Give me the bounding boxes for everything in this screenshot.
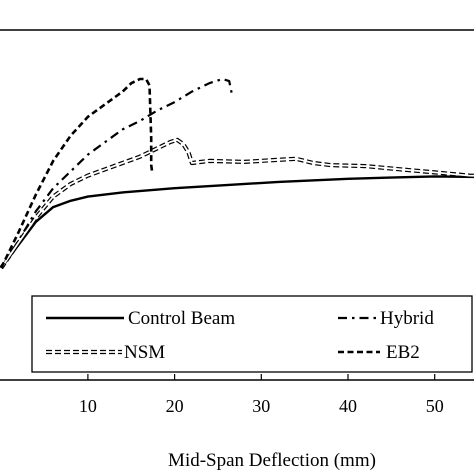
- series-line-outline: [0, 137, 474, 270]
- plot-frame: [0, 29, 474, 381]
- legend-item-hybrid: Hybrid: [338, 308, 434, 329]
- x-tick-label: 30: [252, 396, 270, 416]
- x-tick-label: 20: [166, 396, 184, 416]
- legend-item-nsm: NSM: [46, 342, 165, 363]
- legend-label: NSM: [124, 342, 165, 363]
- legend-box: [31, 295, 473, 373]
- series-control-beam: [0, 175, 474, 269]
- legend-label: EB2: [386, 342, 420, 363]
- legend-label: Hybrid: [380, 308, 434, 329]
- series-line: [0, 77, 233, 269]
- legend-item-control-beam: Control Beam: [46, 308, 235, 329]
- legend-label: Control Beam: [128, 308, 235, 329]
- series-hybrid: [0, 77, 233, 269]
- series-nsm: [0, 137, 474, 270]
- series-line: [0, 175, 474, 269]
- x-tick-label: 50: [426, 396, 444, 416]
- series-eb2: [0, 77, 154, 269]
- series-line: [0, 77, 154, 269]
- series-line-core: [0, 138, 474, 269]
- legend-item-eb2: EB2: [338, 342, 420, 363]
- x-tick-label: 10: [79, 396, 97, 416]
- x-axis-title: Mid-Span Deflection (mm): [168, 450, 376, 471]
- x-tick-label: 40: [339, 396, 357, 416]
